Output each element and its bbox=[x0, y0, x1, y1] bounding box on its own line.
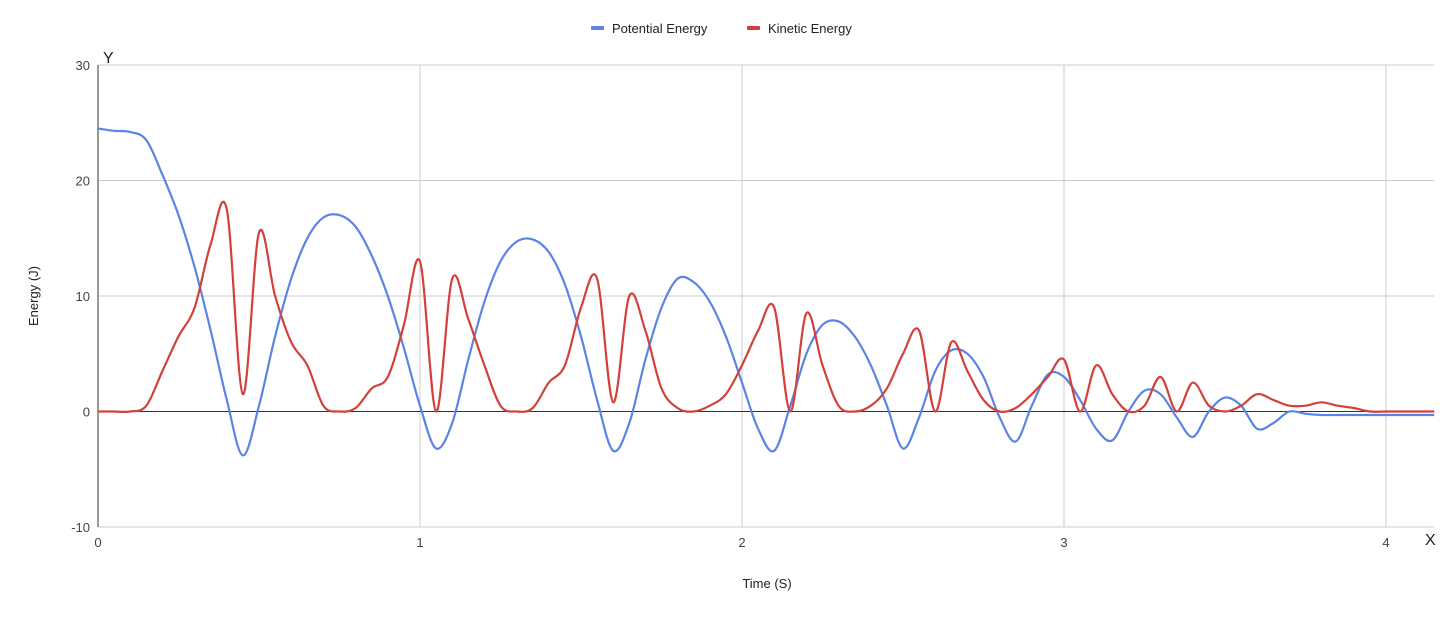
legend-label-potential: Potential Energy bbox=[612, 21, 708, 36]
y-axis-title: Energy (J) bbox=[26, 266, 41, 326]
y-tick-label: 30 bbox=[76, 58, 90, 73]
y-tick-label: 0 bbox=[83, 405, 90, 420]
tick-labels: -10 0 10 20 30 0 1 2 3 4 bbox=[71, 58, 1389, 550]
y-axis-letter: Y bbox=[103, 50, 114, 67]
y-tick-label: 10 bbox=[76, 289, 90, 304]
legend: Potential Energy Kinetic Energy bbox=[591, 21, 852, 36]
x-tick-label: 4 bbox=[1382, 535, 1389, 550]
x-tick-label: 2 bbox=[738, 535, 745, 550]
legend-swatch-potential bbox=[591, 26, 604, 30]
y-tick-label: -10 bbox=[71, 520, 90, 535]
series-lines bbox=[97, 127, 1435, 457]
x-tick-label: 0 bbox=[94, 535, 101, 550]
x-tick-label: 1 bbox=[416, 535, 423, 550]
legend-label-kinetic: Kinetic Energy bbox=[768, 21, 852, 36]
potential-energy-line bbox=[97, 127, 1435, 457]
grid-lines bbox=[98, 64, 1434, 528]
kinetic-energy-line bbox=[97, 200, 1435, 414]
x-axis-title: Time (S) bbox=[742, 576, 791, 591]
legend-swatch-kinetic bbox=[747, 26, 760, 30]
y-tick-label: 20 bbox=[76, 174, 90, 189]
x-tick-label: 3 bbox=[1060, 535, 1067, 550]
x-axis-letter: X bbox=[1425, 532, 1436, 549]
axes bbox=[97, 65, 1434, 527]
